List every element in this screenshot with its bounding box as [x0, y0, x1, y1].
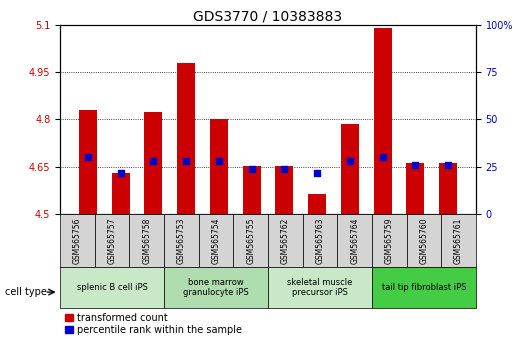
Point	[444, 162, 452, 168]
Text: GSM565758: GSM565758	[142, 217, 151, 264]
Legend: transformed count, percentile rank within the sample: transformed count, percentile rank withi…	[65, 313, 242, 335]
Bar	[268, 214, 303, 267]
Bar	[372, 267, 476, 308]
Bar	[406, 163, 424, 214]
Bar	[199, 214, 233, 267]
Point	[149, 158, 157, 164]
Bar	[164, 267, 268, 308]
Bar	[372, 214, 407, 267]
Point	[280, 166, 289, 172]
Bar	[276, 166, 293, 214]
Text: GSM565755: GSM565755	[246, 217, 255, 264]
Text: bone marrow
granulocyte iPS: bone marrow granulocyte iPS	[183, 278, 249, 297]
Point	[215, 158, 223, 164]
Bar	[341, 124, 359, 214]
Bar	[177, 63, 195, 214]
Bar	[337, 214, 372, 267]
Bar	[233, 214, 268, 267]
Bar	[210, 120, 228, 214]
Text: GSM565762: GSM565762	[281, 217, 290, 264]
Bar	[112, 173, 130, 214]
Bar	[373, 28, 392, 214]
Point	[313, 170, 321, 175]
Text: GSM565759: GSM565759	[385, 217, 394, 264]
Bar	[79, 110, 97, 214]
Bar	[439, 163, 457, 214]
Bar	[308, 194, 326, 214]
Point	[411, 162, 419, 168]
Text: GSM565757: GSM565757	[108, 217, 117, 264]
Point	[379, 154, 387, 160]
Bar	[243, 166, 260, 214]
Point	[182, 158, 190, 164]
Text: GSM565754: GSM565754	[212, 217, 221, 264]
Text: GSM565761: GSM565761	[454, 217, 463, 264]
Point	[84, 154, 92, 160]
Text: skeletal muscle
precursor iPS: skeletal muscle precursor iPS	[287, 278, 353, 297]
Text: tail tip fibroblast iPS: tail tip fibroblast iPS	[382, 283, 466, 292]
Point	[346, 158, 354, 164]
Bar	[164, 214, 199, 267]
Text: GSM565760: GSM565760	[419, 217, 428, 264]
Text: splenic B cell iPS: splenic B cell iPS	[77, 283, 147, 292]
Text: GSM565764: GSM565764	[350, 217, 359, 264]
Bar	[441, 214, 476, 267]
Title: GDS3770 / 10383883: GDS3770 / 10383883	[194, 10, 343, 24]
Bar	[268, 267, 372, 308]
Text: GSM565753: GSM565753	[177, 217, 186, 264]
Text: cell type: cell type	[5, 287, 47, 297]
Point	[117, 170, 125, 175]
Bar	[95, 214, 129, 267]
Bar	[129, 214, 164, 267]
Text: GSM565763: GSM565763	[315, 217, 324, 264]
Bar	[60, 214, 95, 267]
Bar	[303, 214, 337, 267]
Bar	[407, 214, 441, 267]
Point	[247, 166, 256, 172]
Text: GSM565756: GSM565756	[73, 217, 82, 264]
Bar	[144, 112, 163, 214]
Bar	[60, 267, 164, 308]
